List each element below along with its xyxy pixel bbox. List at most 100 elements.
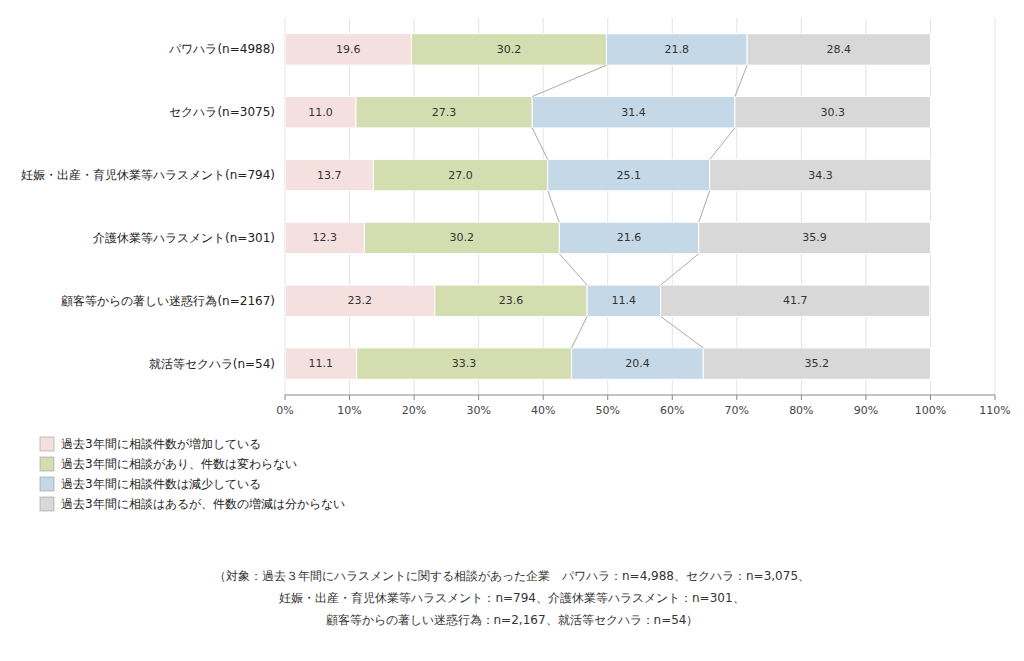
grid-line — [801, 18, 802, 395]
bar-segment — [548, 159, 710, 190]
data-label: 30.3 — [820, 106, 845, 119]
y-axis: パワハラ(n=4988)セクハラ(n=3075)妊娠・出産・育児休業等ハラスメン… — [21, 42, 275, 370]
connector-line — [559, 254, 587, 285]
tick-mark — [672, 395, 673, 400]
tick-label: 110% — [979, 404, 1010, 417]
tick-label: 60% — [660, 404, 684, 417]
bar-segment — [373, 159, 547, 190]
tick-mark — [995, 395, 996, 400]
legend-label: 過去3年間に相談件数は減少している — [61, 477, 261, 491]
data-label: 35.2 — [805, 357, 830, 370]
connector-line — [710, 128, 735, 159]
note: （対象：過去３年間にハラスメントに関する相談があった企業 パワハラ：n=4,98… — [214, 569, 810, 583]
bar-segment — [356, 97, 532, 128]
connector-line — [572, 316, 587, 347]
grid-line — [478, 18, 479, 395]
category-label: 就活等セクハラ(n=54) — [149, 357, 275, 371]
tick-mark — [285, 395, 286, 400]
tick-label: 0% — [276, 404, 293, 417]
data-label: 30.2 — [450, 231, 475, 244]
bar-segment — [364, 222, 559, 253]
connector-line — [532, 65, 606, 96]
data-label: 25.1 — [616, 169, 641, 182]
grid-line — [865, 18, 866, 395]
bar-segment — [747, 34, 930, 65]
data-label: 13.7 — [317, 169, 342, 182]
bar-segment — [559, 222, 698, 253]
bar-segment — [710, 159, 931, 190]
tick-mark — [349, 395, 350, 400]
data-label: 28.4 — [827, 43, 852, 56]
legend-swatch — [40, 497, 54, 511]
bar-segment — [357, 348, 572, 379]
legend-label: 過去3年間に相談はあるが、件数の増減は分からない — [61, 497, 345, 511]
bar-segment — [285, 222, 364, 253]
tick-mark — [414, 395, 415, 400]
tick-label: 30% — [466, 404, 490, 417]
grid-line — [349, 18, 350, 395]
bar-segment — [285, 285, 435, 316]
connector-line — [699, 191, 710, 222]
bar-segment — [435, 285, 587, 316]
bars — [285, 34, 931, 380]
connector-line — [661, 254, 699, 285]
legend-swatch — [40, 477, 54, 491]
grid-line — [672, 18, 673, 395]
grid-line — [930, 18, 931, 395]
bar-segment — [532, 97, 735, 128]
bar-segment — [285, 348, 357, 379]
bar-segment — [412, 34, 607, 65]
tick-label: 10% — [337, 404, 361, 417]
grid — [285, 18, 995, 395]
connector-line — [532, 128, 547, 159]
tick-mark — [607, 395, 608, 400]
bar-segment — [661, 285, 930, 316]
x-axis: 0%10%20%30%40%50%60%70%80%90%100%110% — [276, 395, 1010, 417]
data-label: 35.9 — [802, 231, 827, 244]
data-label: 11.1 — [309, 357, 334, 370]
connector-line — [735, 65, 747, 96]
grid-line — [995, 18, 996, 395]
legend-label: 過去3年間に相談件数が増加している — [61, 437, 261, 451]
bar-segment — [606, 34, 747, 65]
bar-segment — [735, 97, 931, 128]
tick-mark — [543, 395, 544, 400]
chart: 0%10%20%30%40%50%60%70%80%90%100%110%パワハ… — [0, 0, 1024, 661]
data-label: 11.0 — [308, 106, 333, 119]
data-label: 20.4 — [625, 357, 650, 370]
tick-label: 90% — [854, 404, 878, 417]
grid-line — [414, 18, 415, 395]
tick-mark — [865, 395, 866, 400]
data-label: 30.2 — [497, 43, 522, 56]
tick-label: 70% — [725, 404, 749, 417]
data-label: 27.0 — [448, 169, 473, 182]
bar-segment — [587, 285, 661, 316]
data-label: 41.7 — [783, 294, 808, 307]
data-label: 23.6 — [499, 294, 524, 307]
grid-line — [736, 18, 737, 395]
data-label: 21.6 — [617, 231, 642, 244]
note: 顧客等からの著しい迷惑行為：n=2,167、就活等セクハラ：n=54） — [326, 613, 699, 627]
tick-mark — [930, 395, 931, 400]
category-label: パワハラ(n=4988) — [168, 42, 275, 56]
data-label: 12.3 — [312, 231, 337, 244]
bar-segment — [285, 159, 373, 190]
data-label: 11.4 — [612, 294, 637, 307]
legend-swatch — [40, 457, 54, 471]
tick-mark — [801, 395, 802, 400]
bar-segment — [285, 34, 412, 65]
connector-line — [548, 191, 560, 222]
data-label: 31.4 — [621, 106, 646, 119]
bar-segment — [572, 348, 704, 379]
data-label: 33.3 — [452, 357, 477, 370]
tick-mark — [478, 395, 479, 400]
bar-segment — [703, 348, 930, 379]
category-label: 妊娠・出産・育児休業等ハラスメント(n=794) — [21, 168, 275, 182]
bar-segment — [285, 97, 356, 128]
data-label: 23.2 — [348, 294, 373, 307]
data-label: 34.3 — [808, 169, 833, 182]
note: 妊娠・出産・育児休業等ハラスメント：n=794、介護休業等ハラスメント：n=30… — [279, 591, 744, 605]
tick-label: 50% — [596, 404, 620, 417]
data-label: 19.6 — [336, 43, 361, 56]
notes: （対象：過去３年間にハラスメントに関する相談があった企業 パワハラ：n=4,98… — [214, 569, 810, 627]
